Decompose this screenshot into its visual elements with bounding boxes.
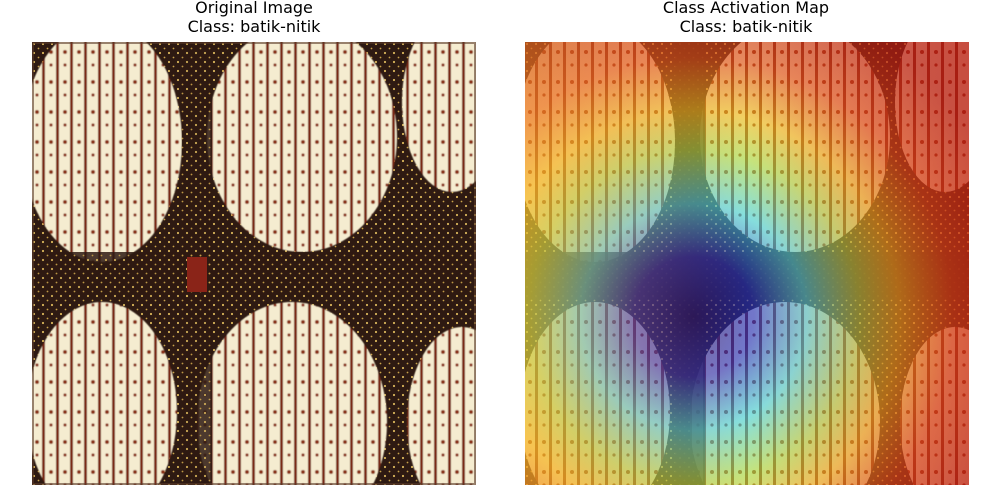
original-image — [32, 42, 476, 485]
class-label: Class: batik-nitik — [679, 17, 813, 36]
cam-overlay-image — [525, 42, 969, 485]
batik-pattern-image — [32, 42, 476, 485]
title-text: Class Activation Map — [662, 0, 830, 17]
panel-title-original: Original Image Class: batik-nitik — [24, 0, 484, 36]
panel-title-cam: Class Activation Map Class: batik-nitik — [516, 0, 976, 36]
class-label: Class: batik-nitik — [187, 17, 321, 36]
class-activation-map-image — [525, 42, 969, 485]
title-text: Original Image — [195, 0, 313, 17]
